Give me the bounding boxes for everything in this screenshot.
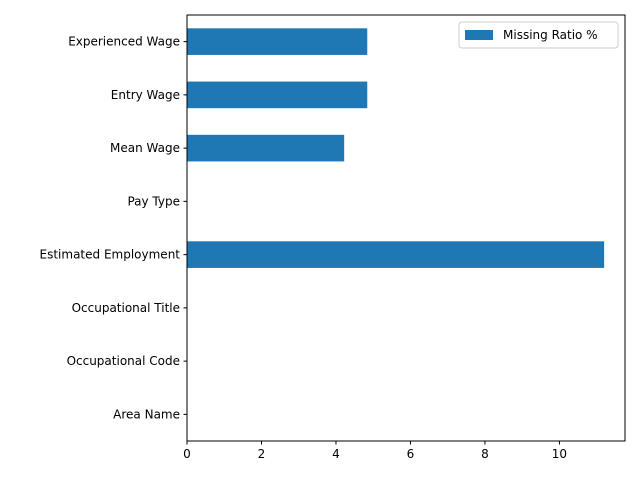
bar-estimated-employment <box>187 241 605 268</box>
y-tick-label: Experienced Wage <box>68 35 180 49</box>
bars <box>187 28 605 268</box>
y-tick-label: Area Name <box>113 407 180 421</box>
y-tick-label: Mean Wage <box>110 141 180 155</box>
bar-entry-wage <box>187 81 368 109</box>
y-tick-label: Pay Type <box>127 194 180 208</box>
y-tick-label: Occupational Code <box>67 354 180 368</box>
x-tick-label: 6 <box>407 447 415 461</box>
y-tick-label: Occupational Title <box>72 301 180 315</box>
bar-mean-wage <box>187 134 345 162</box>
legend-swatch <box>465 30 493 40</box>
x-tick-label: 8 <box>481 447 489 461</box>
bar-experienced-wage <box>187 28 368 55</box>
legend-label: Missing Ratio % <box>503 28 598 42</box>
legend: Missing Ratio % <box>458 21 619 49</box>
axes-frame <box>186 14 626 442</box>
x-tick-label: 0 <box>183 447 191 461</box>
x-axis-ticks: 0 2 4 6 8 10 <box>183 441 567 461</box>
x-tick-label: 4 <box>332 447 340 461</box>
x-tick-label: 2 <box>258 447 266 461</box>
legend-box <box>458 21 619 49</box>
y-tick-label: Estimated Employment <box>40 248 181 262</box>
x-tick-label: 10 <box>552 447 567 461</box>
y-axis-ticks: Area Name Occupational Code Occupational T… <box>40 35 187 421</box>
y-tick-label: Entry Wage <box>111 88 180 102</box>
